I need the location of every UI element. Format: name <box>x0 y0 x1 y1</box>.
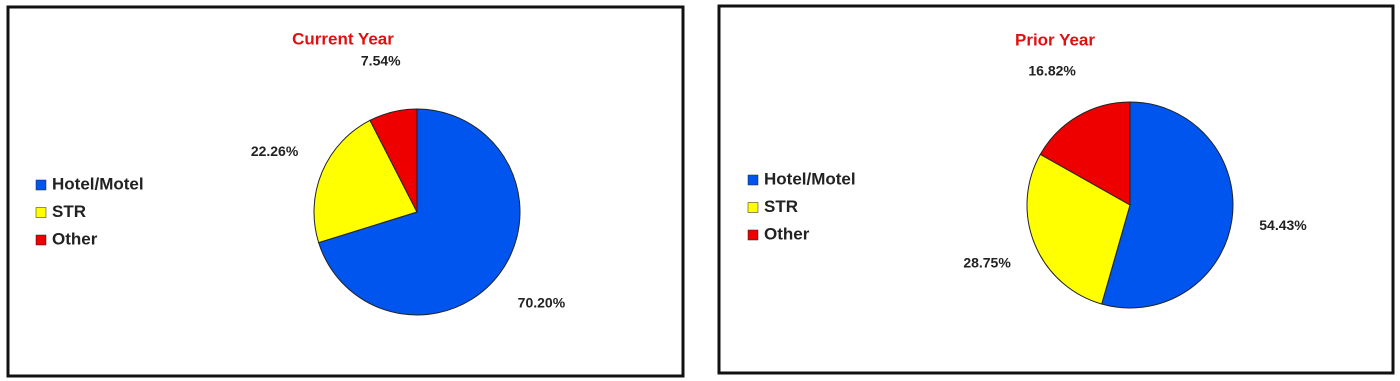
legend-label: STR <box>52 202 86 221</box>
pie-slice <box>369 108 418 213</box>
legend-label: STR <box>764 197 798 216</box>
legend-label: Other <box>52 229 98 248</box>
legend-label: Hotel/Motel <box>52 174 144 193</box>
pie-slice <box>318 108 521 316</box>
legend-swatch <box>35 207 47 218</box>
pie-slice <box>313 119 418 244</box>
legend-swatch <box>747 174 759 186</box>
pie-slice <box>1101 101 1234 309</box>
value-label: 16.82% <box>1028 62 1076 78</box>
pie-slice <box>1039 101 1131 206</box>
value-label: 22.26% <box>251 143 299 159</box>
value-label: 7.54% <box>361 53 401 69</box>
value-label: 70.20% <box>518 294 566 310</box>
legend-swatch <box>35 179 47 191</box>
value-label: 28.75% <box>963 254 1011 270</box>
legend-swatch <box>747 202 759 213</box>
legend-label: Hotel/Motel <box>764 169 856 188</box>
legend-label: Other <box>764 224 810 243</box>
legend-swatch <box>35 234 47 246</box>
legend-swatch <box>747 229 759 241</box>
value-label: 54.43% <box>1259 217 1307 233</box>
chart-title: Current Year <box>292 29 394 48</box>
pie-slice <box>1026 153 1131 305</box>
chart-title: Prior Year <box>1015 30 1095 49</box>
